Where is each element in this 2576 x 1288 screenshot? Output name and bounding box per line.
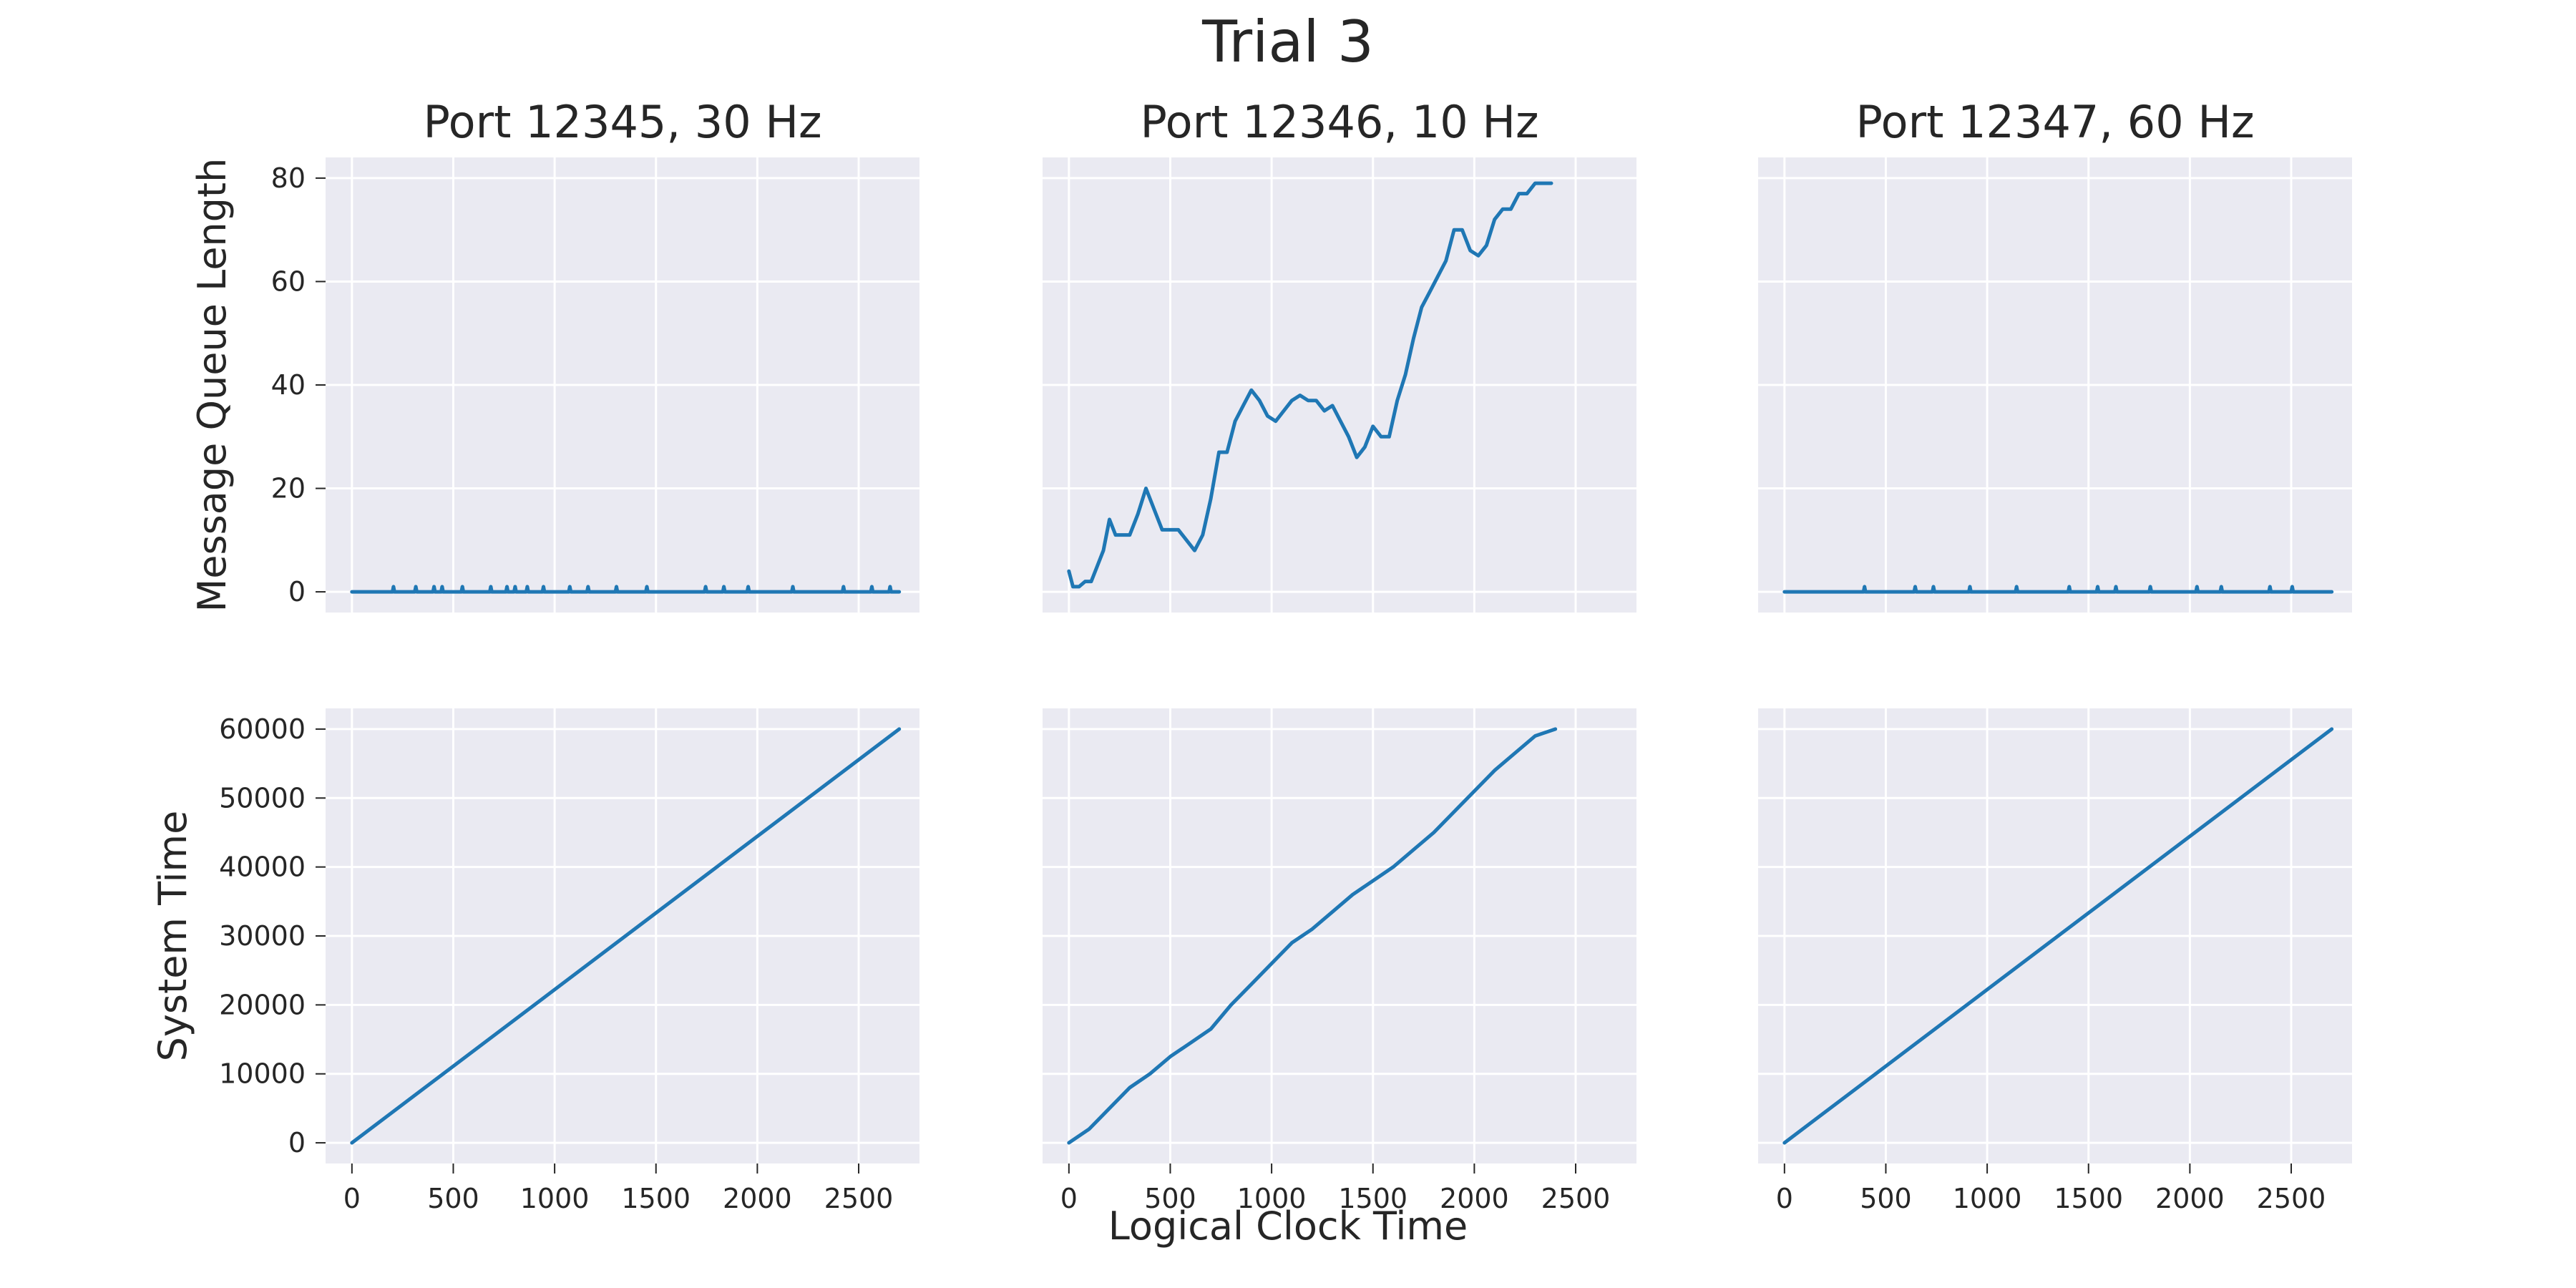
x-tick-label: 2000 — [723, 1183, 792, 1214]
y-tick-label: 40000 — [219, 852, 306, 883]
subplot-title: Port 12345, 30 Hz — [423, 96, 821, 148]
x-tick-label: 500 — [1144, 1183, 1196, 1214]
subplot-2-1: 0 10000 20000 30000 40000 50000 60000 0 500 1000 1… — [150, 708, 919, 1214]
x-tick-label: 1500 — [621, 1183, 691, 1214]
x-tick-label: 1500 — [1338, 1183, 1407, 1214]
y-axis-label: Message Queue Length — [190, 158, 235, 613]
y-tick-label: 60 — [271, 265, 306, 297]
y-tick-label: 30000 — [219, 920, 306, 952]
series-line-1 — [1782, 727, 2334, 1145]
x-tick-label: 0 — [1060, 1183, 1078, 1214]
y-tick-label: 80 — [271, 162, 306, 194]
subplot-2-2: 0 500 1000 1500 2000 2500 — [1043, 708, 1636, 1214]
x-tick-label: 500 — [1860, 1183, 1912, 1214]
series-line-1 — [1782, 585, 2334, 594]
y-tick-label: 20 — [271, 473, 306, 504]
series-line-1 — [350, 727, 902, 1145]
figure-xlabel: Logical Clock Time — [1108, 1204, 1468, 1249]
x-tick-label: 1000 — [1237, 1183, 1307, 1214]
series-line-1 — [1067, 181, 1553, 589]
subplot-1-3: Port 12347, 60 Hz — [1758, 96, 2352, 613]
x-tick-label: 2500 — [1541, 1183, 1611, 1214]
figure-suptitle: Trial 3 — [1201, 9, 1374, 75]
y-tick-label: 20000 — [219, 989, 306, 1020]
x-tick-label: 500 — [427, 1183, 479, 1214]
y-tick-label: 0 — [288, 1127, 306, 1158]
y-tick-label: 10000 — [219, 1058, 306, 1090]
x-tick-label: 0 — [1776, 1183, 1793, 1214]
x-tick-label: 1500 — [2054, 1183, 2123, 1214]
subplot-2-3: 0 500 1000 1500 2000 2500 — [1758, 708, 2352, 1214]
series-line-1 — [1067, 727, 1558, 1145]
subplot-1-1: 0 20 40 60 80 Port 12345, 30 Hz Message Queue … — [190, 96, 919, 613]
series-line-1 — [350, 585, 902, 594]
x-tick-label: 2500 — [824, 1183, 894, 1214]
y-tick-label: 40 — [271, 369, 306, 401]
x-tick-label: 2000 — [1440, 1183, 1509, 1214]
subplot-title: Port 12346, 10 Hz — [1140, 96, 1538, 148]
y-tick-label: 60000 — [219, 713, 306, 745]
y-axis-label: System Time — [150, 811, 195, 1062]
y-tick-label: 0 — [288, 576, 306, 608]
y-tick-label: 50000 — [219, 782, 306, 814]
subplot-grid: 0 20 40 60 80 Port 12345, 30 Hz Message Queue … — [150, 96, 2352, 1214]
x-tick-label: 2000 — [2155, 1183, 2225, 1214]
x-tick-label: 2500 — [2257, 1183, 2326, 1214]
subplot-1-2: Port 12346, 10 Hz — [1043, 96, 1636, 613]
x-tick-label: 1000 — [1953, 1183, 2022, 1214]
x-tick-label: 0 — [343, 1183, 361, 1214]
subplot-title: Port 12347, 60 Hz — [1855, 96, 2254, 148]
x-tick-label: 1000 — [520, 1183, 590, 1214]
